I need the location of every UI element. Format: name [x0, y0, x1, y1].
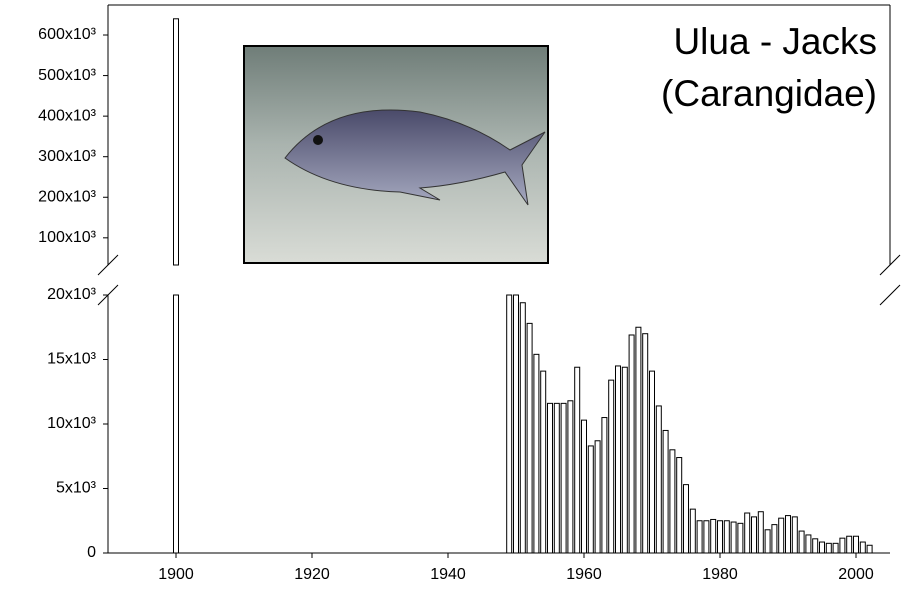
bar [806, 535, 811, 553]
x-tick-label: 1900 [158, 566, 194, 583]
y-tick-label: 100x10³ [38, 229, 96, 246]
x-tick-label: 1960 [566, 566, 602, 583]
bar [854, 536, 859, 553]
bar [554, 403, 559, 553]
bar [786, 516, 791, 553]
bar [643, 334, 648, 553]
bar [799, 531, 804, 553]
bar [534, 354, 539, 553]
bar [520, 303, 525, 553]
bar [772, 525, 777, 553]
bar [650, 371, 655, 553]
bar [704, 521, 709, 553]
bar [561, 403, 566, 553]
bar [582, 420, 587, 553]
bar [541, 371, 546, 553]
bar [174, 19, 179, 265]
bar [527, 323, 532, 553]
chart-title: Ulua - Jacks [673, 21, 877, 62]
bar [595, 441, 600, 553]
chart-subtitle: (Carangidae) [661, 73, 877, 114]
axis-break [880, 285, 900, 305]
y-tick-label: 500x10³ [38, 67, 96, 84]
x-tick-label: 1920 [294, 566, 330, 583]
y-tick-label: 0 [87, 544, 96, 561]
bar [724, 521, 729, 553]
bar [602, 418, 607, 553]
bar [174, 295, 179, 553]
y-tick-label: 20x10³ [47, 286, 97, 303]
x-tick-label: 1980 [702, 566, 738, 583]
bar [514, 295, 519, 553]
y-tick-label: 300x10³ [38, 148, 96, 165]
bar [779, 518, 784, 553]
bar [677, 458, 682, 553]
x-tick-label: 2000 [838, 566, 874, 583]
y-tick-label: 200x10³ [38, 188, 96, 205]
bar [663, 430, 668, 553]
bar [609, 380, 614, 553]
bar [622, 367, 627, 553]
y-tick-label: 15x10³ [47, 351, 97, 368]
bar [548, 403, 553, 553]
bar [738, 523, 743, 553]
bar [765, 530, 770, 553]
bar [636, 327, 641, 553]
bar [575, 367, 580, 553]
y-tick-label: 10x10³ [47, 415, 97, 432]
bar [711, 519, 716, 553]
photo [244, 46, 548, 263]
chart: Ulua - Jacks (Carangidae) 0 5x10³ 10x10³ 15… [0, 0, 901, 598]
bar [860, 542, 865, 553]
x-tick-label: 1940 [430, 566, 466, 583]
bar [833, 543, 838, 553]
bar [731, 522, 736, 553]
bar [588, 446, 593, 553]
bar [847, 536, 852, 553]
bar [616, 366, 621, 553]
bar [792, 517, 797, 553]
bar [745, 513, 750, 553]
bar [826, 543, 831, 553]
bar [568, 401, 573, 553]
bar [752, 517, 757, 553]
bar [840, 538, 845, 553]
bar [867, 545, 872, 553]
bar [758, 512, 763, 553]
bar [629, 335, 634, 553]
y-tick-label: 600x10³ [38, 26, 96, 43]
bar [690, 509, 695, 553]
bar [684, 485, 689, 553]
y-tick-label: 400x10³ [38, 107, 96, 124]
bar [697, 521, 702, 553]
bar [718, 521, 723, 553]
bar [820, 542, 825, 553]
bar [507, 295, 512, 553]
bar [813, 539, 818, 553]
y-tick-label: 5x10³ [56, 480, 97, 497]
bar [656, 406, 661, 553]
bar [670, 450, 675, 553]
